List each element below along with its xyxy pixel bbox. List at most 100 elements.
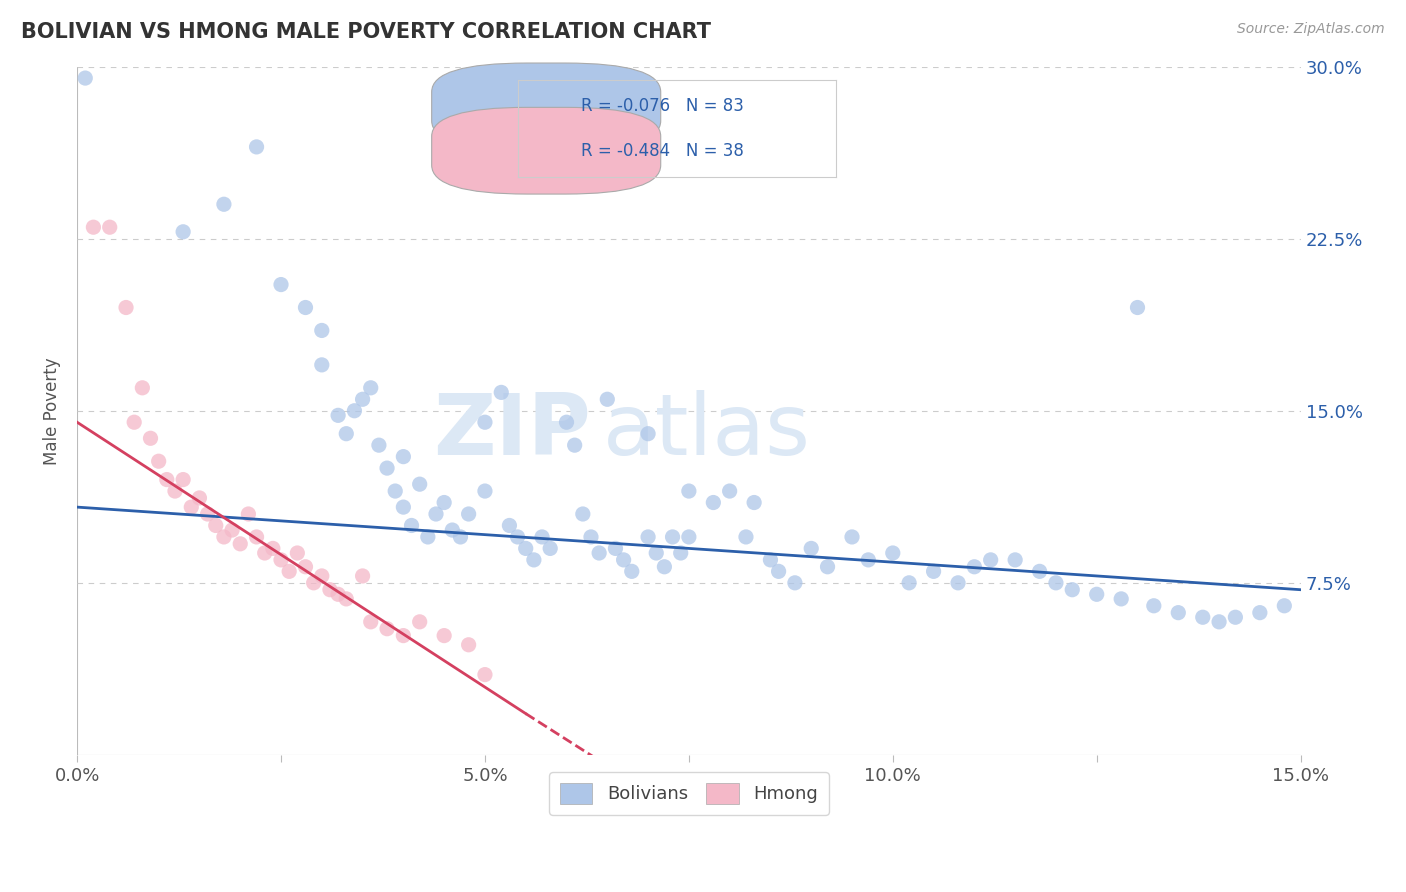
Point	[433, 629, 456, 643]
Point	[564, 438, 586, 452]
Point	[253, 546, 276, 560]
Point	[922, 565, 945, 579]
Point	[669, 546, 692, 560]
Point	[392, 500, 415, 515]
Point	[735, 530, 758, 544]
Point	[678, 484, 700, 499]
Point	[702, 495, 724, 509]
Point	[1191, 610, 1213, 624]
Point	[294, 301, 316, 315]
Point	[450, 530, 472, 544]
Point	[474, 415, 496, 429]
Point	[491, 385, 513, 400]
Point	[302, 575, 325, 590]
Point	[392, 450, 415, 464]
Text: BOLIVIAN VS HMONG MALE POVERTY CORRELATION CHART: BOLIVIAN VS HMONG MALE POVERTY CORRELATI…	[21, 22, 711, 42]
Point	[115, 301, 138, 315]
Point	[172, 225, 194, 239]
Point	[139, 431, 162, 445]
Point	[645, 546, 668, 560]
Point	[180, 500, 202, 515]
Point	[474, 484, 496, 499]
Point	[1004, 553, 1026, 567]
Point	[1045, 575, 1067, 590]
Point	[245, 140, 267, 154]
Point	[319, 582, 342, 597]
Point	[1249, 606, 1271, 620]
Point	[360, 615, 382, 629]
Point	[416, 530, 439, 544]
Point	[523, 553, 546, 567]
Point	[172, 473, 194, 487]
Point	[238, 507, 260, 521]
Point	[579, 530, 602, 544]
Point	[425, 507, 447, 521]
Point	[637, 426, 659, 441]
Point	[326, 587, 349, 601]
Point	[515, 541, 537, 556]
Point	[148, 454, 170, 468]
Point	[783, 575, 806, 590]
Point	[800, 541, 823, 556]
Point	[221, 523, 243, 537]
Point	[285, 546, 308, 560]
Point	[596, 392, 619, 407]
Point	[75, 71, 97, 86]
Point	[343, 403, 366, 417]
Point	[408, 477, 430, 491]
Point	[457, 507, 479, 521]
Point	[204, 518, 226, 533]
Legend: Bolivians, Hmong: Bolivians, Hmong	[550, 772, 828, 814]
Point	[474, 667, 496, 681]
Point	[326, 409, 349, 423]
Point	[270, 277, 292, 292]
Point	[661, 530, 683, 544]
Point	[392, 629, 415, 643]
Point	[882, 546, 904, 560]
Point	[605, 541, 627, 556]
Text: ZIP: ZIP	[433, 390, 591, 473]
Point	[311, 569, 333, 583]
Point	[531, 530, 554, 544]
Point	[384, 484, 406, 499]
Point	[311, 358, 333, 372]
Point	[654, 559, 676, 574]
Point	[311, 323, 333, 337]
Point	[122, 415, 145, 429]
Point	[759, 553, 782, 567]
Point	[946, 575, 969, 590]
Point	[441, 523, 464, 537]
Point	[1109, 591, 1132, 606]
Point	[335, 591, 357, 606]
Point	[1225, 610, 1247, 624]
Point	[375, 622, 398, 636]
Point	[335, 426, 357, 441]
Point	[620, 565, 643, 579]
Y-axis label: Male Poverty: Male Poverty	[44, 357, 60, 465]
Point	[433, 495, 456, 509]
Text: Source: ZipAtlas.com: Source: ZipAtlas.com	[1237, 22, 1385, 37]
Point	[294, 559, 316, 574]
Point	[360, 381, 382, 395]
Point	[498, 518, 520, 533]
Point	[841, 530, 863, 544]
Point	[367, 438, 389, 452]
Point	[212, 197, 235, 211]
Point	[858, 553, 880, 567]
Point	[588, 546, 610, 560]
Point	[1085, 587, 1108, 601]
Point	[768, 565, 790, 579]
Point	[613, 553, 636, 567]
Point	[678, 530, 700, 544]
Point	[401, 518, 423, 533]
Point	[457, 638, 479, 652]
Point	[262, 541, 284, 556]
Point	[375, 461, 398, 475]
Point	[1208, 615, 1230, 629]
Point	[555, 415, 578, 429]
Point	[963, 559, 986, 574]
Point	[278, 565, 301, 579]
Point	[131, 381, 153, 395]
Point	[163, 484, 186, 499]
Point	[898, 575, 921, 590]
